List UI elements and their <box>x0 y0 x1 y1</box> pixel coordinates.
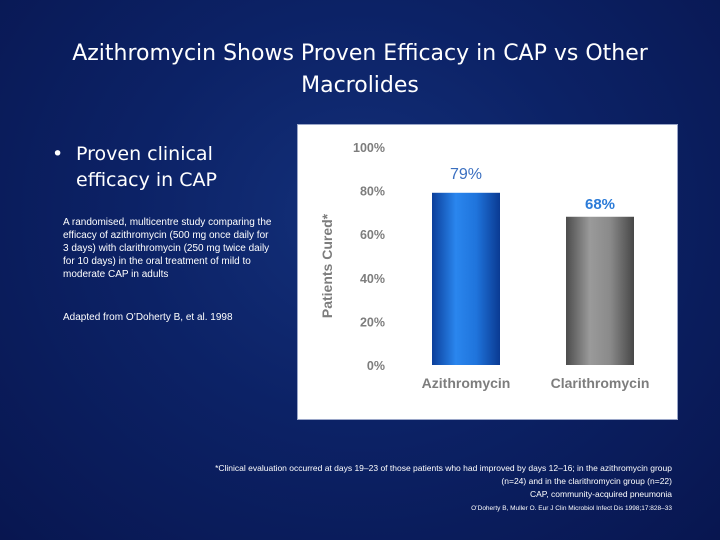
x-tick-label-clarithromycin: Clarithromycin <box>551 375 650 391</box>
bullet-text: Proven clinical efficacy in CAP <box>76 143 217 191</box>
y-tick-label: 0% <box>367 359 385 373</box>
bar-chart: Patients Cured* 0% 20% 40% 60% 80% 100% 79% Azit… <box>319 141 650 391</box>
x-tick-label-azithromycin: Azithromycin <box>422 375 511 391</box>
y-tick-label: 80% <box>360 185 385 199</box>
bullet-marker: • <box>52 143 64 165</box>
slide-title: Azithromycin Shows Proven Efficacy in CA… <box>72 41 648 98</box>
reference: O’Doherty B, Muller O. Eur J Clin Microb… <box>471 505 672 512</box>
y-tick-label: 100% <box>353 141 385 155</box>
y-tick-label: 20% <box>360 315 385 329</box>
data-label-azithromycin: 79% <box>450 166 482 183</box>
footnote-line-3: CAP, community-acquired pneumonia <box>529 489 672 499</box>
y-tick-label: 40% <box>360 272 385 286</box>
data-label-clarithromycin: 68% <box>585 196 615 213</box>
footnote: *Clinical evaluation occurred at days 19… <box>160 462 672 515</box>
adapted-from-note: Adapted from O’Doherty B, et al. 1998 <box>63 312 233 323</box>
y-axis-title: Patients Cured* <box>319 213 335 318</box>
bar-clarithromycin <box>566 216 634 365</box>
footnote-line-2: (n=24) and in the clarithromycin group (… <box>501 476 672 486</box>
footnote-line-1: *Clinical evaluation occurred at days 19… <box>215 463 672 473</box>
bullet-point: • Proven clinical efficacy in CAP <box>52 141 282 193</box>
study-description: A randomised, multicentre study comparin… <box>63 217 272 280</box>
bar-azithromycin <box>432 192 500 365</box>
y-tick-label: 60% <box>360 228 385 242</box>
chart-panel: Patients Cured* 0% 20% 40% 60% 80% 100% 79% Azit… <box>297 124 678 420</box>
